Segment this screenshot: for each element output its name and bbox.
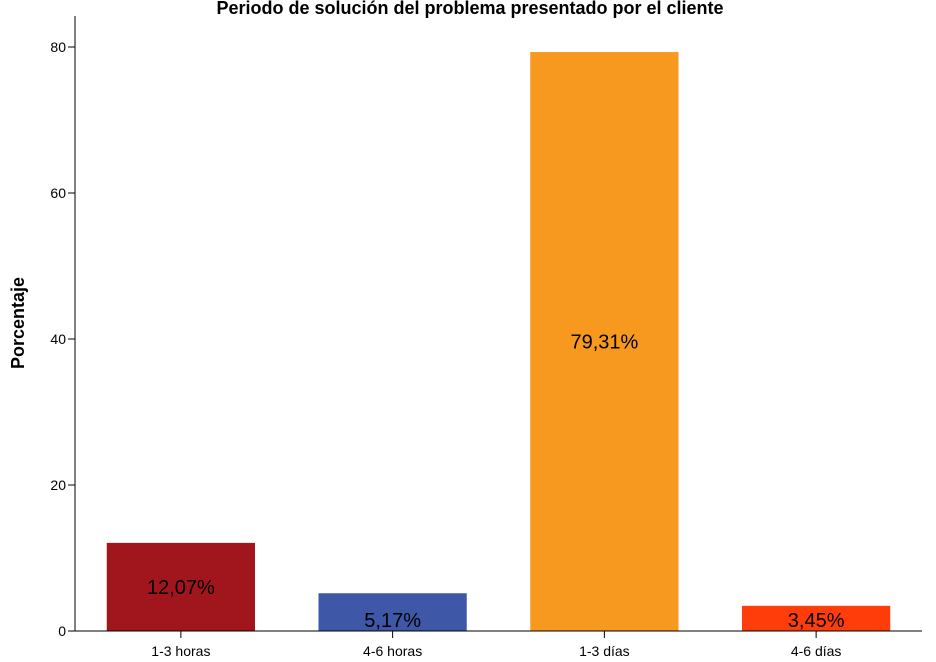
y-tick-label: 60 [50,185,66,201]
y-tick-label: 20 [50,477,66,493]
y-axis: 0 20 40 60 80 [50,16,76,639]
data-label: 12,07% [147,577,215,599]
bars: 12,07% 5,17% 79,31% 3,45% [106,52,891,632]
bar [318,593,467,631]
y-tick-label: 80 [50,39,66,55]
y-axis-label: Porcentaje [8,277,28,369]
bar [106,542,255,631]
x-axis: 1-3 horas 4-6 horas 1-3 días 4-6 días [75,630,922,659]
data-label: 79,31% [570,332,638,354]
y-tick-label: 0 [58,623,66,639]
y-tick-label: 40 [50,331,66,347]
x-tick-label: 1-3 horas [151,643,210,659]
x-tick-label: 4-6 horas [363,643,422,659]
data-label: 3,45% [788,610,845,632]
x-tick-label: 4-6 días [791,643,842,659]
chart-title: Periodo de solución del problema present… [216,0,723,18]
x-tick-label: 1-3 días [579,643,630,659]
bar [530,52,679,632]
data-label: 5,17% [364,610,421,632]
bar [742,605,891,631]
